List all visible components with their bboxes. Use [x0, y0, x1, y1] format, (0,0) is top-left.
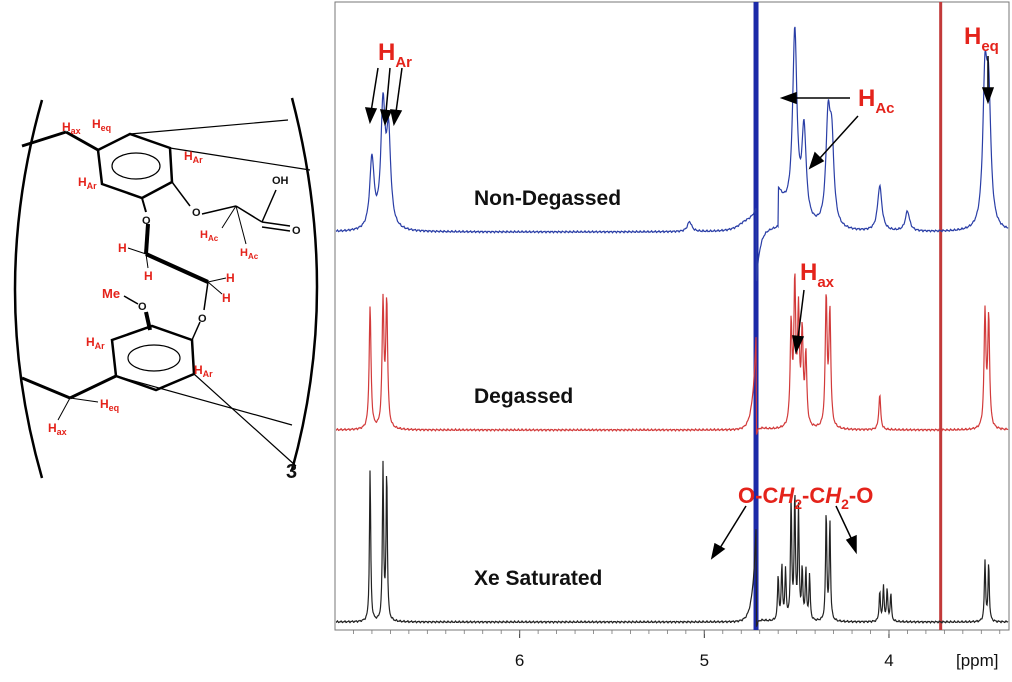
x-axis-ticks: 6 5 4 — [515, 630, 894, 670]
h-ac-label-1: HAc — [200, 229, 219, 243]
top-aromatic-ring — [96, 132, 174, 200]
x-tick-label: 6 — [515, 651, 524, 670]
bottom-ring-to-right-oxygen-bond — [191, 321, 201, 341]
bridge-c2-to-o-bond — [203, 281, 209, 311]
carboxymethyl-bond-2 — [235, 205, 263, 223]
h-bridge-label-1: H — [118, 241, 127, 255]
vertical-markers — [753, 2, 943, 630]
bottom-h-eq-bond — [69, 397, 99, 403]
h-ar-label-3: HAr — [86, 335, 105, 351]
carboxyl-c-o-double-bond-2 — [261, 226, 291, 232]
spectrum-non-degassed — [335, 26, 1009, 282]
series-label-degassed: Degassed — [474, 385, 573, 408]
h-ar-label-4: HAr — [194, 363, 213, 379]
bottom-methylene-bond — [69, 374, 117, 400]
top-ring-to-right-oxygen-bond — [171, 181, 191, 207]
h-ar-label-1: HAr — [184, 149, 203, 165]
annotation-arrows — [364, 56, 995, 560]
bridge-h-bond-1 — [127, 247, 147, 255]
oh-label: OH — [272, 175, 289, 187]
me-label: Me — [102, 286, 120, 301]
bridge-o-to-c1-bond — [144, 223, 150, 255]
x-tick-label: 4 — [884, 651, 893, 670]
h-ac-label-2: HAc — [240, 247, 259, 261]
spectrum-xe-saturated — [335, 460, 1009, 627]
methoxy-me-bond — [123, 295, 139, 305]
top-ring-to-right-line — [169, 147, 311, 171]
h-ac-bond-2 — [235, 205, 247, 245]
carboxyl-c-oh-bond — [261, 189, 277, 223]
carboxyl-c-o-double-bond-1 — [261, 221, 291, 227]
h-ax-label-bottom: Hax — [48, 421, 67, 437]
series-label-xe-saturated: Xe Saturated — [474, 567, 602, 590]
spectrum-degassed — [335, 273, 1009, 435]
o-label-top-left: O — [142, 215, 151, 227]
h-ax-label-top: Hax — [62, 120, 81, 136]
annotation-h-eq: Heq — [964, 23, 999, 55]
annotation-h-ac: HAc — [858, 85, 895, 117]
bridge-h-bond-2 — [145, 253, 149, 269]
bridge-c1-to-c2-bond — [145, 252, 209, 284]
nmr-plot: 6 5 4 [ppm] Non-Degassed Degassed Xe Satur… — [334, 1, 1010, 670]
annotation-ethylene: O-CH2-CH2-O — [738, 483, 873, 512]
h-ar-label-2: HAr — [78, 175, 97, 191]
top-methylene-bond — [65, 130, 99, 152]
h-eq-label-bottom: Heq — [100, 397, 119, 413]
chemical-structure: 3 — [13, 97, 319, 483]
bottom-h-ax-bond — [57, 397, 71, 421]
series-label-non-degassed: Non-Degassed — [474, 187, 621, 210]
o-label-carbonyl: O — [292, 225, 301, 237]
right-parenthesis — [290, 97, 319, 471]
bottom-ring-to-left-line — [115, 375, 293, 426]
x-axis-label: [ppm] — [956, 651, 999, 670]
left-parenthesis — [13, 99, 44, 479]
o-label-methoxy: O — [138, 301, 147, 313]
top-ring-to-oxygen-bond — [141, 197, 147, 213]
h-bridge-label-3: H — [226, 271, 235, 285]
h-bridge-label-2: H — [144, 269, 153, 283]
h-eq-label-top: Heq — [92, 117, 111, 133]
bottom-methylene-outer-bond — [21, 376, 71, 400]
bridge-h-bond-4 — [207, 281, 223, 295]
x-tick-label: 5 — [700, 651, 709, 670]
x-axis-minor-ticks — [353, 630, 1001, 634]
annotation-h-ax: Hax — [800, 259, 835, 291]
h-bridge-label-4: H — [222, 291, 231, 305]
o-label-mid-right: O — [198, 313, 207, 325]
o-label-top-right: O — [192, 207, 201, 219]
bottom-ring-to-bottom-line — [193, 373, 297, 467]
top-ring-to-top-left-line — [129, 119, 289, 135]
annotation-h-ar: HAr — [378, 39, 412, 71]
repeat-subscript: 3 — [286, 461, 297, 483]
top-methylene-outer-bond — [21, 130, 67, 148]
h-ac-bond-1 — [221, 205, 237, 229]
bridge-h-bond-3 — [207, 277, 227, 283]
carboxymethyl-bond-1 — [201, 205, 237, 215]
plot-frame — [334, 1, 1010, 631]
top-ring-circle — [111, 152, 161, 180]
bottom-aromatic-ring — [110, 324, 196, 392]
bottom-ring-circle — [127, 344, 181, 372]
